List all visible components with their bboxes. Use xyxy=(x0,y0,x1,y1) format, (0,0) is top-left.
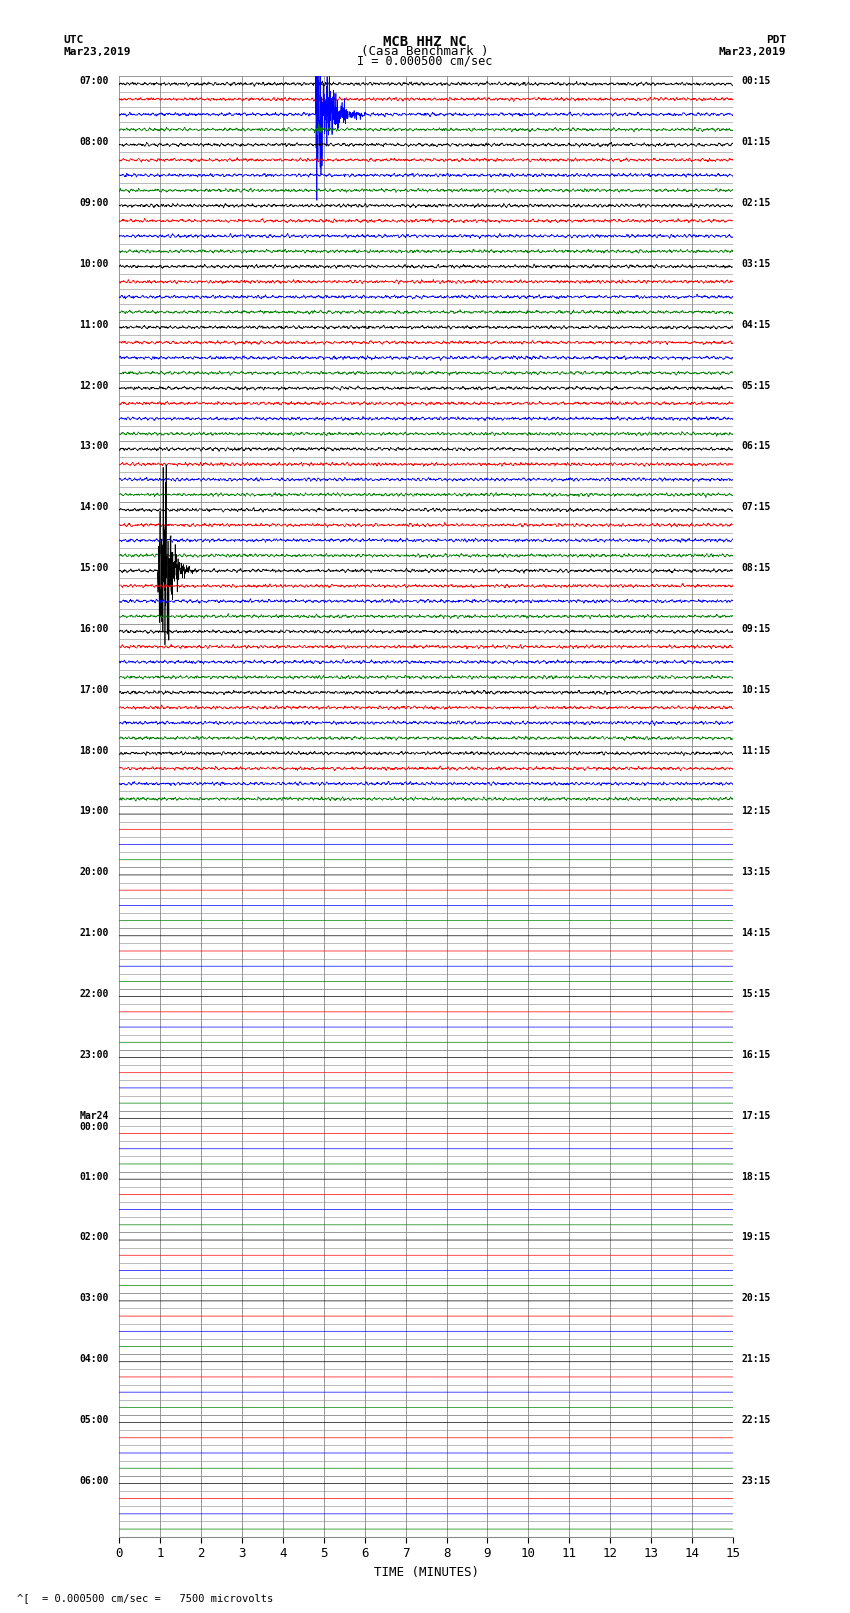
Text: 07:00: 07:00 xyxy=(80,76,109,85)
Text: 19:00: 19:00 xyxy=(80,806,109,816)
Text: 01:15: 01:15 xyxy=(741,137,771,147)
Text: 20:15: 20:15 xyxy=(741,1294,771,1303)
Text: 22:00: 22:00 xyxy=(80,989,109,998)
X-axis label: TIME (MINUTES): TIME (MINUTES) xyxy=(374,1566,479,1579)
Text: 10:00: 10:00 xyxy=(80,258,109,269)
Text: 12:15: 12:15 xyxy=(741,806,771,816)
Text: Mar24
00:00: Mar24 00:00 xyxy=(80,1111,109,1132)
Text: 05:15: 05:15 xyxy=(741,381,771,390)
Text: MCB HHZ NC: MCB HHZ NC xyxy=(383,35,467,50)
Text: 21:15: 21:15 xyxy=(741,1355,771,1365)
Text: 06:15: 06:15 xyxy=(741,442,771,452)
Text: UTC
Mar23,2019: UTC Mar23,2019 xyxy=(64,35,131,56)
Text: I = 0.000500 cm/sec: I = 0.000500 cm/sec xyxy=(357,55,493,68)
Text: 04:00: 04:00 xyxy=(80,1355,109,1365)
Text: 22:15: 22:15 xyxy=(741,1415,771,1424)
Text: 23:15: 23:15 xyxy=(741,1476,771,1486)
Text: 19:15: 19:15 xyxy=(741,1232,771,1242)
Text: 08:15: 08:15 xyxy=(741,563,771,573)
Text: 16:15: 16:15 xyxy=(741,1050,771,1060)
Text: 00:15: 00:15 xyxy=(741,76,771,85)
Text: 13:00: 13:00 xyxy=(80,442,109,452)
Text: 15:00: 15:00 xyxy=(80,563,109,573)
Text: 14:15: 14:15 xyxy=(741,927,771,939)
Text: 03:00: 03:00 xyxy=(80,1294,109,1303)
Text: 20:00: 20:00 xyxy=(80,868,109,877)
Text: 23:00: 23:00 xyxy=(80,1050,109,1060)
Text: 05:00: 05:00 xyxy=(80,1415,109,1424)
Text: (Casa Benchmark ): (Casa Benchmark ) xyxy=(361,45,489,58)
Text: 17:00: 17:00 xyxy=(80,686,109,695)
Text: ^[  = 0.000500 cm/sec =   7500 microvolts: ^[ = 0.000500 cm/sec = 7500 microvolts xyxy=(17,1594,273,1603)
Text: 06:00: 06:00 xyxy=(80,1476,109,1486)
Text: PDT
Mar23,2019: PDT Mar23,2019 xyxy=(719,35,786,56)
Text: 08:00: 08:00 xyxy=(80,137,109,147)
Text: 15:15: 15:15 xyxy=(741,989,771,998)
Text: 14:00: 14:00 xyxy=(80,502,109,513)
Text: 11:00: 11:00 xyxy=(80,319,109,329)
Text: 03:15: 03:15 xyxy=(741,258,771,269)
Text: 04:15: 04:15 xyxy=(741,319,771,329)
Text: 09:00: 09:00 xyxy=(80,198,109,208)
Text: 13:15: 13:15 xyxy=(741,868,771,877)
Text: 09:15: 09:15 xyxy=(741,624,771,634)
Text: 17:15: 17:15 xyxy=(741,1111,771,1121)
Text: 16:00: 16:00 xyxy=(80,624,109,634)
Text: 02:15: 02:15 xyxy=(741,198,771,208)
Text: 02:00: 02:00 xyxy=(80,1232,109,1242)
Text: 07:15: 07:15 xyxy=(741,502,771,513)
Text: 18:00: 18:00 xyxy=(80,745,109,755)
Text: 21:00: 21:00 xyxy=(80,927,109,939)
Text: 11:15: 11:15 xyxy=(741,745,771,755)
Text: 01:00: 01:00 xyxy=(80,1171,109,1182)
Text: 12:00: 12:00 xyxy=(80,381,109,390)
Text: 18:15: 18:15 xyxy=(741,1171,771,1182)
Text: 10:15: 10:15 xyxy=(741,686,771,695)
